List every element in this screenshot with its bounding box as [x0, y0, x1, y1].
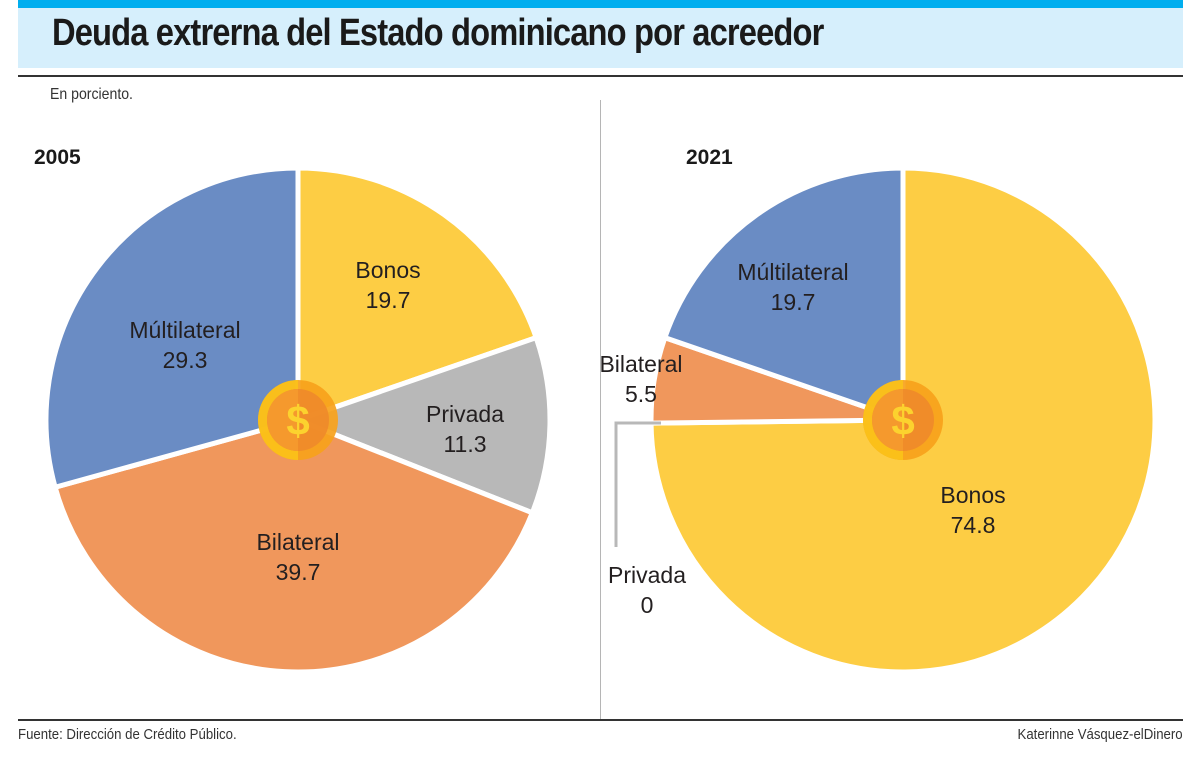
- slice-label-privada-2021: Privada: [608, 562, 686, 588]
- chart-title: Deuda extrerna del Estado dominicano por…: [52, 12, 824, 54]
- pie-2005: Bonos 19.7 Privada 11.3 Bilateral 39.7 Múltila…: [43, 165, 553, 675]
- slice-value-bilateral-2021: 5.5: [625, 381, 657, 407]
- svg-text:$: $: [891, 397, 914, 444]
- panel-divider: [600, 100, 601, 720]
- slice-privada-2005: [295, 335, 553, 516]
- slice-bilateral-2005: [52, 417, 535, 675]
- slice-label-multilateral-2021: Múltilateral: [737, 259, 848, 285]
- slice-value-bonos-2021: 74.8: [951, 512, 996, 538]
- slice-value-privada-2021: 0: [641, 592, 654, 618]
- slice-label-bonos-2005: Bonos: [355, 257, 420, 283]
- pie-2021: Bonos 74.8 Privada 0 Bilateral 5.5 Múltilatera…: [599, 165, 1158, 675]
- leader-line-privada-2021: [614, 421, 661, 547]
- year-label-2021: 2021: [686, 146, 733, 169]
- title-bar: [18, 8, 1183, 68]
- slice-label-bilateral-2021: Bilateral: [599, 351, 682, 377]
- year-label-2005: 2005: [34, 146, 81, 169]
- slice-multilateral-2021: [662, 165, 906, 423]
- slice-label-multilateral-2005: Múltilateral: [129, 317, 240, 343]
- slice-value-bonos-2005: 19.7: [366, 287, 411, 313]
- bottom-rule: [18, 719, 1183, 721]
- slice-value-multilateral-2021: 19.7: [771, 289, 816, 315]
- dollar-coin-icon: $: [863, 380, 943, 460]
- chart-subtitle: En porciento.: [50, 86, 133, 103]
- dollar-coin-icon: $: [258, 380, 338, 460]
- slice-multilateral-2005: [43, 165, 301, 490]
- slice-value-multilateral-2005: 29.3: [163, 347, 208, 373]
- slice-label-bilateral-2005: Bilateral: [256, 529, 339, 555]
- source-note: Fuente: Dirección de Crédito Público.: [18, 726, 237, 743]
- accent-bar: [18, 0, 1183, 8]
- svg-text:$: $: [286, 397, 309, 444]
- slice-value-bilateral-2005: 39.7: [276, 559, 321, 585]
- author-credit: Katerinne Vásquez-elDinero: [1017, 726, 1183, 743]
- slice-value-privada-2005: 11.3: [443, 431, 486, 457]
- slice-label-bonos-2021: Bonos: [940, 482, 1005, 508]
- slice-label-privada-2005: Privada: [426, 401, 504, 427]
- top-rule: [18, 75, 1183, 77]
